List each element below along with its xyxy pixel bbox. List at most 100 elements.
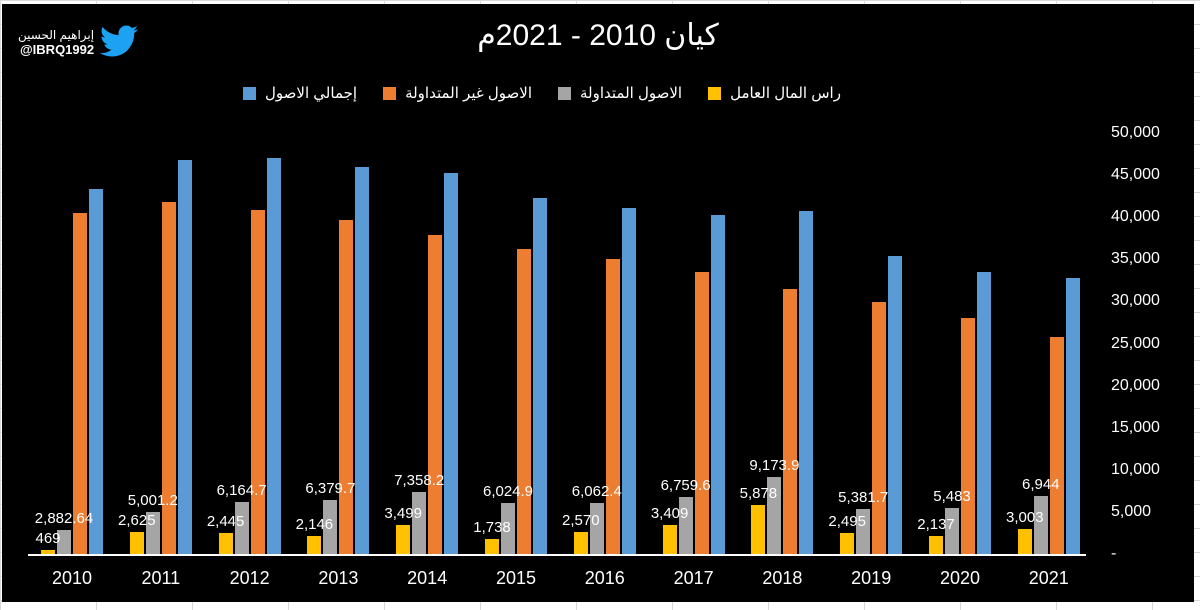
y-axis-tick-label: 30,000 <box>1111 292 1160 310</box>
bar <box>41 550 55 554</box>
bar-label: 2,137 <box>917 516 955 533</box>
x-axis-year-label: 2012 <box>229 568 270 588</box>
y-axis-tick-label: 50,000 <box>1111 124 1160 141</box>
bar <box>767 476 782 554</box>
bar <box>355 166 370 554</box>
bar-label: 9,173.9 <box>749 456 800 474</box>
bar <box>840 532 855 554</box>
watermark-name: إبراهيم الحسين <box>18 28 95 43</box>
bar <box>945 507 959 554</box>
bar-label: 3,409 <box>650 505 689 523</box>
bar <box>1065 278 1080 554</box>
bar <box>129 531 144 554</box>
bar-label: 3,499 <box>384 504 422 522</box>
bar-label: 6,759.6 <box>660 477 711 495</box>
bar <box>323 500 338 554</box>
bar <box>396 524 411 554</box>
bar <box>250 210 265 554</box>
bar <box>161 202 176 554</box>
bar <box>573 532 588 554</box>
x-axis-year-label: 2020 <box>939 568 981 588</box>
bar <box>799 211 814 554</box>
bar <box>856 508 871 554</box>
bar <box>428 234 443 554</box>
bar-label: 5,878 <box>739 484 778 502</box>
bar <box>444 172 459 554</box>
x-axis-year-label: 2019 <box>851 568 892 588</box>
bar <box>145 511 160 554</box>
bar <box>533 198 547 554</box>
x-axis-year-label: 2015 <box>495 568 537 588</box>
x-axis-year-label: 2018 <box>762 568 803 588</box>
bar-label: 1,738 <box>473 519 511 537</box>
y-axis-tick-label: 5,000 <box>1111 502 1152 520</box>
bar <box>89 188 103 554</box>
bar-label: 3,003 <box>1006 508 1044 526</box>
legend-label: إجمالي الاصول <box>265 85 358 102</box>
bar <box>339 220 354 554</box>
legend-swatch <box>383 86 397 100</box>
legend-label: راس المال العامل <box>730 85 841 102</box>
bar <box>234 502 249 554</box>
y-axis-tick-label: - <box>1111 545 1117 562</box>
bar-label: 6,944 <box>1022 475 1060 493</box>
legend-swatch <box>243 86 257 100</box>
bar <box>589 502 604 554</box>
bar <box>662 525 677 554</box>
bar <box>605 258 620 554</box>
bar <box>412 492 427 554</box>
legend-swatch <box>708 86 722 100</box>
y-axis-tick-label: 25,000 <box>1111 334 1160 352</box>
y-axis-tick-label: 20,000 <box>1111 376 1160 394</box>
bar-label: 5,483 <box>933 487 971 505</box>
bar <box>694 271 709 554</box>
bar <box>73 212 87 554</box>
bar <box>929 536 943 554</box>
bar-label: 2,882.64 <box>34 509 94 527</box>
x-axis-year-label: 2017 <box>673 568 714 588</box>
x-axis-year-label: 2014 <box>407 568 448 588</box>
chart-canvas: إبراهيم الحسين @IBRQ1992 كيان 2010 - 202… <box>2 4 1194 602</box>
x-axis-year-label: 2011 <box>141 568 181 588</box>
watermark-handle: @IBRQ1992 <box>20 41 95 57</box>
bar <box>266 158 281 554</box>
bar-label: 2,146 <box>295 515 334 533</box>
bar-label: 6,164.7 <box>216 482 267 500</box>
bar-label: 6,062.4 <box>571 482 622 500</box>
bar <box>307 535 322 554</box>
bar <box>888 256 903 554</box>
bar-label: 5,381.7 <box>838 488 889 506</box>
bar <box>621 207 636 554</box>
x-axis-year-label: 2010 <box>51 568 93 588</box>
legend-item: الاصول المتداولة <box>557 84 682 102</box>
bar-label: 2,625 <box>118 511 156 529</box>
legend-item: الاصول غير المتداولة <box>383 84 532 102</box>
bar <box>678 497 693 554</box>
bar <box>177 159 192 554</box>
twitter-bird-icon <box>98 22 140 65</box>
y-axis-tick-label: 40,000 <box>1111 208 1160 226</box>
bar <box>783 288 798 554</box>
chart-title: كيان 2010 - 2021م <box>477 19 719 52</box>
y-axis-tick-label: 45,000 <box>1111 166 1160 184</box>
bar-label: 469 <box>35 530 61 548</box>
bar <box>751 504 766 554</box>
legend-item: إجمالي الاصول <box>243 84 357 102</box>
watermark: إبراهيم الحسين @IBRQ1992 <box>18 22 140 65</box>
bar <box>501 503 515 554</box>
bar-label: 6,024.9 <box>482 483 534 501</box>
bar-label: 2,570 <box>562 512 600 530</box>
x-axis-year-label: 2021 <box>1028 568 1069 588</box>
x-axis-year-label: 2013 <box>318 568 359 588</box>
bar <box>485 539 499 554</box>
bar <box>57 529 71 554</box>
legend-item: راس المال العامل <box>708 84 841 102</box>
watermark-text: إبراهيم الحسين @IBRQ1992 <box>18 28 95 58</box>
chart-legend: إجمالي الاصول الاصول غير المتداولة الاصول … <box>2 84 1082 102</box>
bar-label: 2,495 <box>828 512 866 530</box>
legend-swatch <box>557 86 571 100</box>
x-axis-line <box>28 554 1086 556</box>
y-axis-tick-label: 15,000 <box>1111 418 1160 436</box>
plot-area: 50,000 45,000 40,000 35,000 30,000 25,000 20,0… <box>2 4 1194 602</box>
bar-label: 2,445 <box>206 513 245 531</box>
